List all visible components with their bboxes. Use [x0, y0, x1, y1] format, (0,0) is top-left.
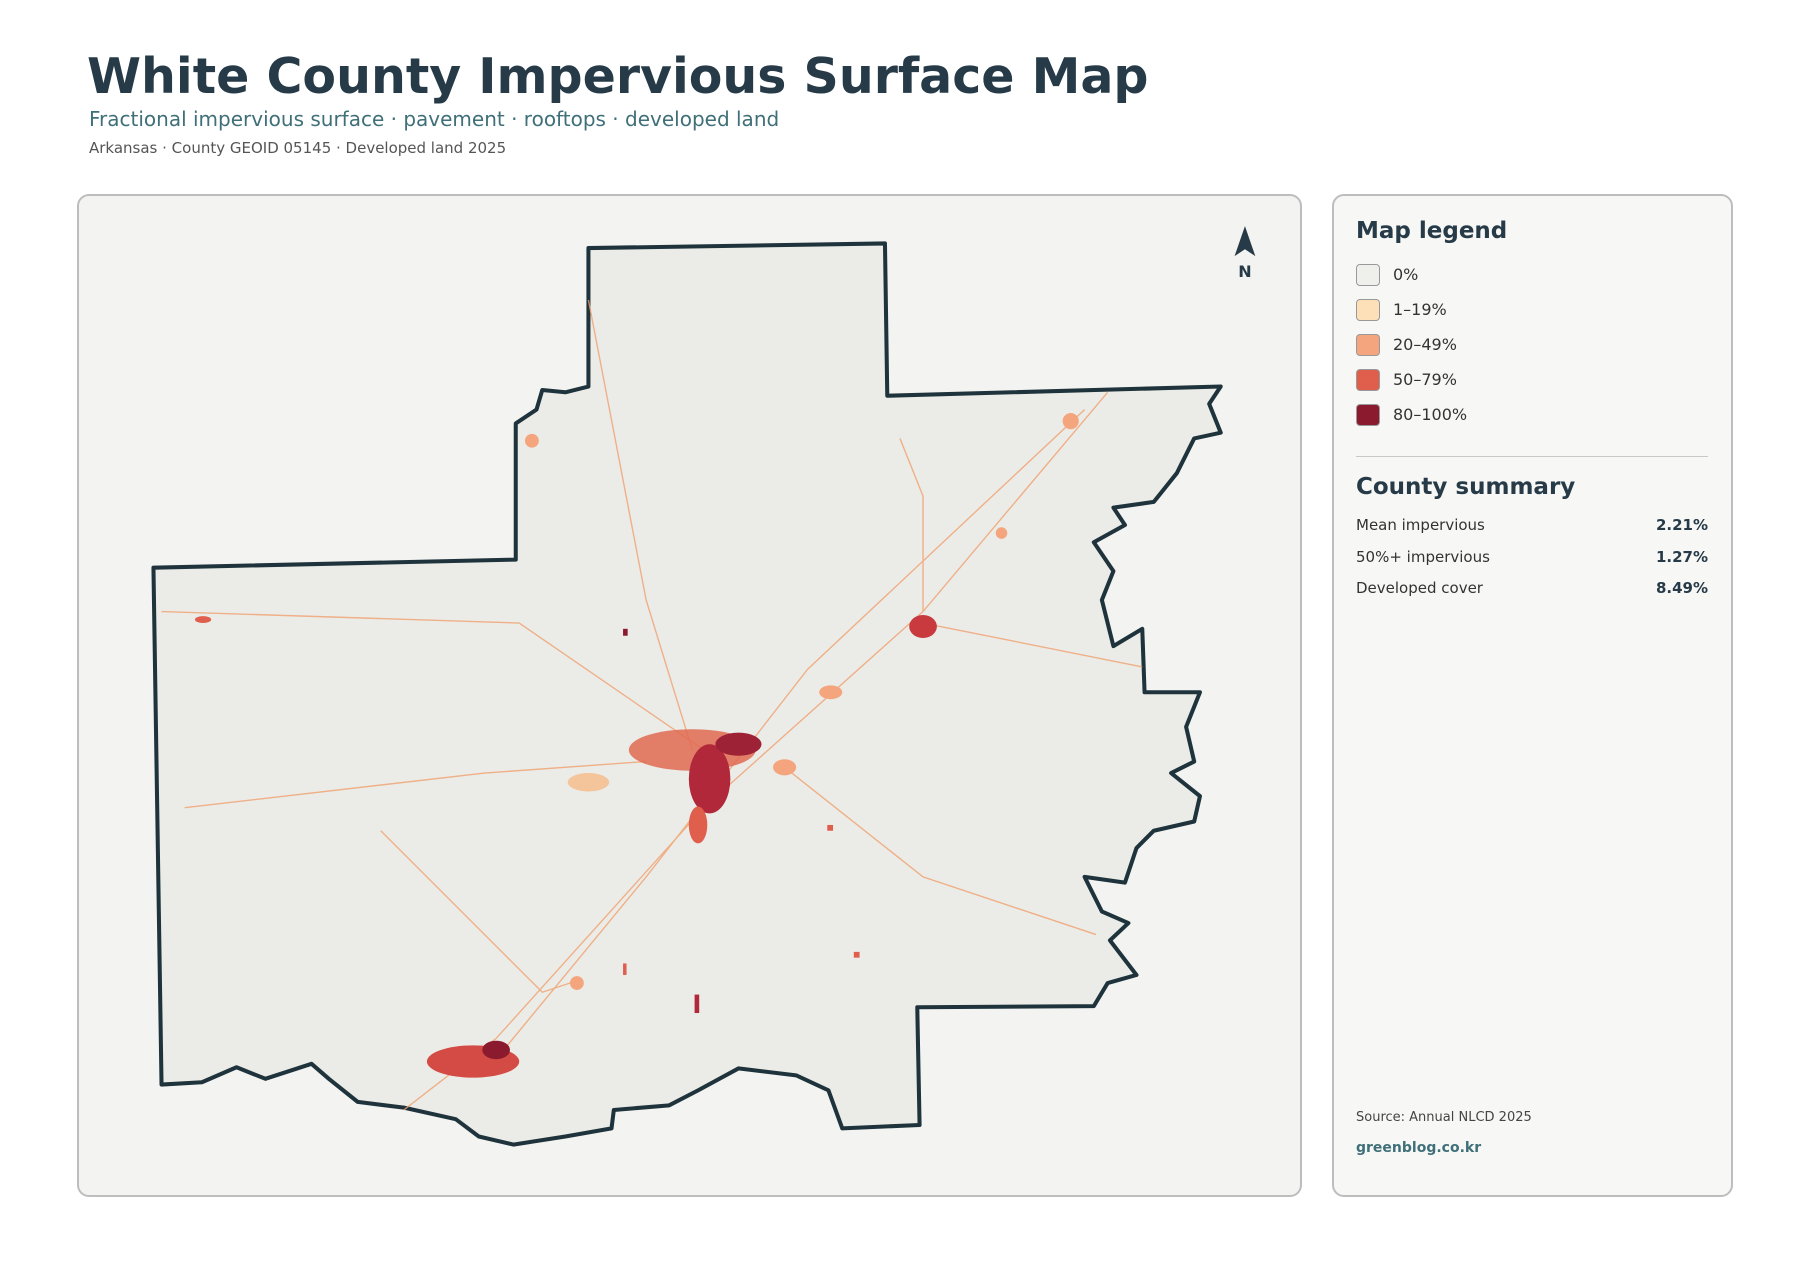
summary-value: 1.27%: [1655, 547, 1708, 566]
summary-label: 50%+ impervious: [1356, 547, 1490, 566]
summary-label: Developed cover: [1356, 579, 1483, 597]
legend-swatch: [1356, 299, 1380, 321]
summary-value: 8.49%: [1655, 579, 1708, 597]
legend-panel: [1332, 194, 1733, 1197]
developed-areas: [194, 413, 1079, 1078]
subtitle: Fractional impervious surface · pavement…: [89, 107, 780, 131]
legend-label: 20–49%: [1393, 335, 1457, 354]
north-arrow: [1234, 226, 1256, 257]
site: greenblog.co.kr: [1356, 1140, 1482, 1156]
divider: [1356, 456, 1708, 457]
north-label: N: [1238, 262, 1252, 281]
legend-title: Map legend: [1356, 218, 1508, 244]
summary-value: 2.21%: [1655, 516, 1708, 534]
legend-swatch: [1356, 334, 1380, 356]
legend-swatch: [1356, 404, 1380, 426]
source: Source: Annual NLCD 2025: [1356, 1110, 1532, 1125]
county-outline: [151, 241, 1223, 1147]
legend-label: 80–100%: [1393, 405, 1468, 424]
legend-swatch: [1356, 264, 1380, 286]
summary-label: Mean impervious: [1356, 516, 1485, 534]
title: White County Impervious Surface Map: [87, 48, 1149, 105]
summary-title: County summary: [1356, 474, 1576, 500]
legend-label: 1–19%: [1393, 300, 1447, 319]
meta: Arkansas · County GEOID 05145 · Develope…: [89, 139, 507, 157]
legend-label: 50–79%: [1393, 370, 1457, 389]
legend-label: 0%: [1393, 265, 1419, 284]
legend-swatch: [1356, 369, 1380, 391]
